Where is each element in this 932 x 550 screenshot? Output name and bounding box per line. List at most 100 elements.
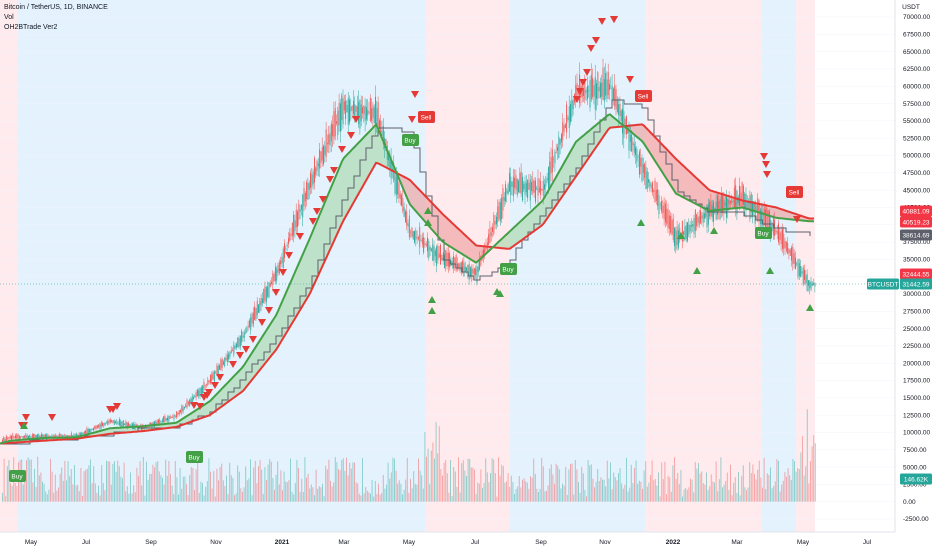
sell-signal-box — [786, 186, 803, 198]
price-tick-label: 30000.00 — [903, 291, 930, 298]
cloud-segment — [366, 131, 369, 181]
volume-bar — [322, 483, 323, 502]
candle-body — [411, 227, 413, 237]
candle-body — [390, 156, 392, 179]
volume-bar — [680, 470, 682, 502]
candle-body — [21, 436, 23, 438]
cloud-segment — [573, 141, 576, 181]
volume-bar — [258, 466, 259, 502]
volume-bar — [648, 482, 650, 502]
buy-arrow — [710, 227, 718, 234]
candle-body — [289, 232, 291, 242]
candle-body — [424, 242, 426, 245]
candle-body — [28, 435, 29, 439]
candle-body — [282, 248, 284, 268]
volume-bar — [373, 496, 375, 502]
volume-bar — [626, 457, 627, 502]
candle-body — [363, 106, 365, 115]
candle-body — [399, 193, 401, 199]
buy-signal-box — [500, 263, 517, 275]
volume-bar — [634, 467, 635, 502]
volume-bar — [262, 493, 264, 502]
volume-bar — [234, 495, 235, 502]
sell-arrow — [598, 18, 606, 25]
volume-bar — [611, 489, 613, 502]
volume-bar — [186, 483, 187, 502]
volume-bar — [597, 468, 599, 502]
candle-body — [392, 168, 393, 171]
sell-arrow — [576, 88, 584, 95]
candle-body — [216, 365, 218, 376]
candle-body — [338, 102, 340, 126]
sell-arrow — [109, 406, 117, 413]
candle-body — [31, 434, 33, 439]
volume-bar — [187, 495, 189, 502]
candle-body — [217, 365, 219, 377]
buy-signal: Buy — [500, 263, 517, 275]
candle-body — [354, 104, 356, 119]
cloud-segment — [291, 274, 294, 326]
cloud-segment — [651, 132, 654, 160]
candle-body — [622, 108, 623, 134]
price-tick-label: 20000.00 — [903, 360, 930, 367]
volume-bar — [624, 484, 626, 502]
volume-bar — [82, 495, 83, 502]
candle-body — [480, 256, 482, 266]
volume-bar — [434, 458, 435, 502]
volume-bar — [147, 479, 149, 502]
volume-bar — [40, 472, 42, 502]
candle-body — [360, 104, 362, 122]
volume-bar — [157, 461, 159, 502]
candle-body — [805, 275, 807, 284]
trend-band-bear — [0, 0, 18, 532]
volume-bar — [349, 462, 351, 502]
volume-bar — [606, 460, 608, 502]
candle-body — [596, 83, 597, 99]
volume-bar — [29, 459, 31, 502]
indicator-legend[interactable]: OH2BTrade Ver2 — [4, 24, 58, 31]
volume-bar — [30, 459, 32, 502]
volume-bar — [659, 496, 661, 502]
volume-bar — [518, 476, 520, 502]
volume-bar — [229, 462, 231, 502]
candle-body — [77, 434, 79, 436]
volume-bar — [494, 473, 496, 502]
volume-bar — [528, 488, 530, 502]
symbol-title[interactable]: Bitcoin / TetherUS, 1D, BINANCE — [4, 4, 108, 11]
candle-body — [401, 194, 402, 206]
volume-bar — [259, 460, 261, 502]
candle-body — [124, 423, 126, 426]
candle-body — [119, 419, 120, 426]
candle-body — [718, 201, 720, 211]
candle-body — [332, 124, 334, 137]
candle-body — [785, 241, 787, 251]
candle-body — [379, 120, 380, 129]
volume-bar — [656, 485, 658, 502]
candle-body — [87, 429, 89, 435]
volume-legend[interactable]: Vol — [4, 14, 14, 21]
candle-body — [314, 157, 315, 183]
volume-bar — [533, 458, 535, 502]
candle-body — [771, 225, 773, 231]
candle-body — [251, 313, 253, 324]
volume-bar — [232, 477, 234, 502]
volume-bar — [194, 489, 195, 502]
volume-bar — [240, 488, 242, 502]
volume-bar — [504, 482, 506, 502]
cloud-segment — [789, 211, 792, 220]
candle-body — [436, 246, 438, 266]
volume-bar — [661, 462, 663, 502]
volume-bar — [672, 465, 674, 502]
cloud-segment — [684, 166, 687, 200]
cloud-segment — [234, 373, 237, 398]
candle-body — [121, 421, 123, 427]
volume-bar — [666, 494, 667, 502]
price-tag: BTCUSDT — [867, 278, 899, 290]
candle-body — [242, 335, 244, 338]
candle-body — [402, 198, 404, 212]
candle-body — [442, 258, 444, 262]
candle-body — [312, 171, 314, 185]
cloud-segment — [648, 129, 651, 155]
